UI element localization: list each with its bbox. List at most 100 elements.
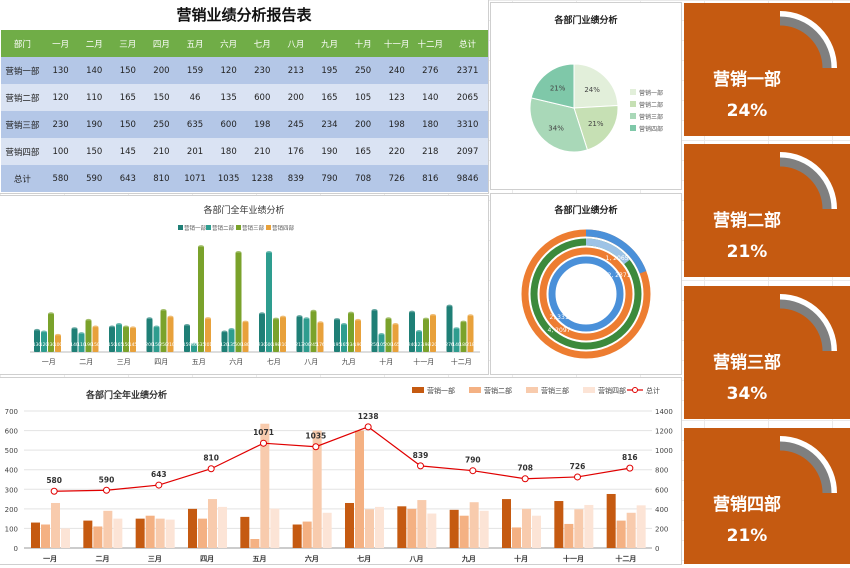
legend-label: 营销三部 [639, 113, 663, 121]
table-cell: 135 [211, 84, 246, 111]
bar-cap [266, 250, 272, 255]
bar [93, 526, 103, 548]
bar [235, 252, 242, 352]
bar [221, 332, 228, 352]
bar [334, 319, 340, 352]
bar [385, 318, 392, 352]
table-header-cell: 三月 [111, 30, 145, 57]
legend-swatch [630, 101, 636, 107]
table-header-cell: 九月 [312, 30, 347, 57]
table-cell: 250 [144, 111, 179, 138]
bar-cap [130, 326, 136, 330]
bar [469, 502, 479, 548]
table-cell: 176 [279, 138, 313, 165]
total-marker [521, 475, 529, 483]
bar [78, 333, 85, 352]
table-header-cell: 五月 [178, 30, 212, 57]
total-data-label: 590 [99, 475, 115, 484]
bar-data-label: 600 [234, 342, 243, 348]
bar-cap [446, 304, 453, 308]
bar [423, 319, 429, 352]
bar-cap [71, 327, 78, 331]
donut-data-label: 2, 2371 [608, 272, 631, 279]
bar [191, 344, 197, 352]
bar [302, 521, 312, 548]
bar-cap [146, 317, 153, 321]
bar-chart-title: 各部门全年业绩分析 [203, 204, 284, 216]
legend-swatch [526, 387, 538, 393]
gauge-arc-icon [779, 294, 837, 352]
bar [416, 331, 422, 352]
bar-data-label: 159 [183, 342, 192, 348]
x-tick-label: 六月 [229, 357, 243, 366]
bar [103, 510, 113, 548]
x-tick-label: 十月 [379, 357, 393, 366]
bar [41, 524, 50, 548]
total-marker [626, 464, 634, 472]
bar [296, 316, 303, 352]
table-cell: 9846 [447, 165, 488, 192]
kpi-tile-4: 营销四部 21% [684, 428, 850, 564]
bar-cap [85, 318, 92, 323]
pie-slice [573, 104, 619, 151]
table-cell: 营销一部 [1, 57, 44, 84]
table-cell: 120 [43, 84, 78, 111]
bar [409, 312, 415, 352]
bar-data-label: 165 [115, 342, 124, 348]
donut-segment [585, 238, 630, 265]
bar-data-label: 250 [370, 342, 379, 348]
y-tick-label: 600 [5, 428, 18, 436]
legend-label: 营销一部 [427, 386, 455, 395]
table-cell: 240 [379, 57, 414, 84]
bar-data-label: 46 [191, 342, 197, 348]
table-header-cell: 六月 [211, 30, 246, 57]
total-marker [207, 465, 215, 473]
x-tick-label: 十月 [514, 554, 528, 563]
bar-cap [184, 324, 190, 328]
gauge-arc-icon [779, 11, 837, 69]
table-header-cell: 一月 [43, 30, 78, 57]
table-cell: 46 [178, 84, 212, 111]
gauge-arc-icon [779, 436, 837, 494]
legend-label: 营销二部 [212, 224, 235, 232]
bar [109, 327, 115, 352]
bar [355, 320, 361, 352]
x-tick-label: 三月 [148, 555, 162, 563]
table-cell: 140 [77, 57, 111, 84]
legend-label: 营销四部 [272, 224, 295, 232]
pie-title: 各部门业绩分析 [553, 14, 617, 26]
y-tick-label: 700 [5, 408, 18, 416]
bar [240, 516, 250, 548]
table-cell: 810 [144, 165, 179, 192]
table-cell: 234 [312, 111, 347, 138]
table-cell: 110 [77, 84, 111, 111]
table-cell: 600 [211, 111, 246, 138]
bar [92, 327, 99, 352]
table-cell: 816 [413, 165, 448, 192]
table-cell: 250 [346, 57, 380, 84]
legend-swatch [630, 113, 636, 119]
bar [55, 335, 61, 352]
bar [502, 499, 511, 548]
kpi-percent: 24% [726, 101, 768, 121]
bar-cap [423, 317, 429, 321]
bar-cap [273, 317, 279, 321]
table-cell: 1238 [245, 165, 280, 192]
bar-data-label: 110 [77, 342, 86, 348]
x-tick-label: 二月 [96, 555, 110, 563]
table-cell: 198 [245, 111, 280, 138]
bar-cap [153, 325, 160, 329]
bar-cap [221, 330, 228, 334]
bar-cap [34, 328, 40, 333]
table-cell: 营销三部 [1, 111, 44, 138]
table-cell: 600 [245, 84, 280, 111]
y-tick-label: 0 [14, 545, 18, 553]
total-marker [312, 443, 320, 451]
bar-data-label: 210 [166, 342, 175, 348]
bar-cap [109, 325, 115, 329]
bar [427, 513, 437, 548]
bar [198, 518, 207, 548]
bar [430, 315, 436, 352]
bar [280, 317, 286, 352]
bar [153, 327, 160, 352]
